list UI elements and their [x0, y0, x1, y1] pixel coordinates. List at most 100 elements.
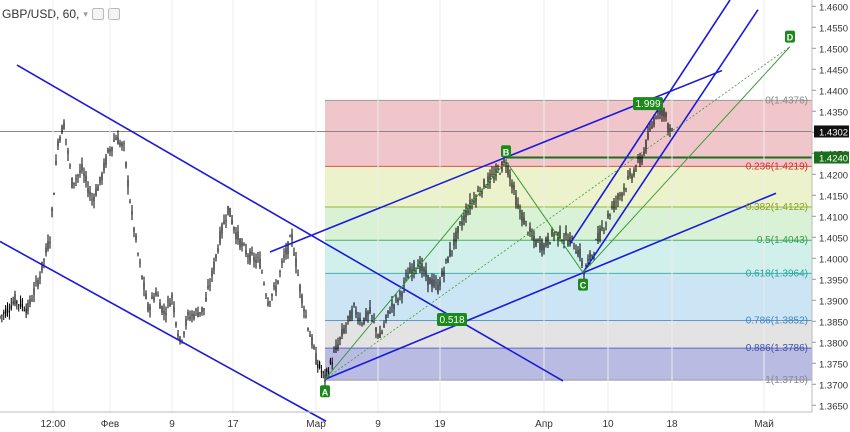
price-tick-label: 1.3800: [819, 338, 848, 349]
candle-body: [303, 308, 305, 312]
candle-body: [247, 255, 249, 258]
candle-body: [273, 285, 275, 287]
candle-body: [91, 199, 93, 201]
fib-zone-0.786: [325, 320, 812, 349]
candle-body: [567, 239, 569, 246]
candle-body: [173, 306, 175, 313]
fib-zone-0: [325, 100, 812, 167]
candle-body: [561, 240, 563, 243]
candle-body: [137, 253, 139, 255]
candle-body: [413, 261, 415, 272]
candle-body: [623, 187, 625, 190]
chevron-down-icon[interactable]: ▾: [83, 8, 88, 19]
candle-body: [671, 130, 673, 132]
candle-body: [421, 263, 423, 271]
candle-body: [171, 294, 173, 298]
candle-body: [411, 269, 413, 277]
candle-body: [23, 309, 25, 311]
fib-label-0.886: 0.886(1.3786): [746, 343, 808, 354]
time-label: 10: [602, 419, 614, 430]
candle-body: [597, 232, 599, 242]
candle-body: [47, 241, 49, 250]
candle-body: [635, 168, 637, 170]
candle-body: [103, 162, 105, 171]
settings-toggle-icon[interactable]: [91, 8, 104, 20]
candle-body: [549, 241, 551, 245]
candle-body: [517, 204, 519, 208]
candle-body: [465, 209, 467, 218]
candle-body: [53, 193, 55, 195]
candle-body: [467, 210, 469, 214]
candle-body: [531, 235, 533, 237]
candle-body: [385, 314, 387, 319]
candle-body: [547, 236, 549, 246]
candle-body: [18, 304, 20, 306]
candle-body: [497, 168, 499, 170]
candle-body: [227, 205, 229, 215]
candle-body: [487, 176, 489, 185]
candle-body: [297, 274, 299, 276]
candle-body: [41, 261, 43, 271]
price-tick-label: 1.4000: [819, 254, 848, 265]
candle-body: [107, 148, 109, 153]
symbol-title[interactable]: GBP/USD, 60,: [2, 7, 80, 21]
candle-body: [165, 312, 167, 315]
candle-body: [637, 158, 639, 159]
point-D-badge: [785, 30, 795, 43]
ratio-badge: [633, 97, 663, 111]
candle-body: [475, 195, 477, 202]
candle-body: [347, 315, 349, 319]
candle-body: [203, 308, 205, 310]
candle-body: [101, 173, 103, 180]
price-tag: [814, 151, 849, 164]
price-tick-label: 1.4450: [819, 65, 848, 76]
candle-body: [181, 340, 183, 342]
point-C-label: C: [580, 281, 587, 291]
candle-body: [159, 302, 161, 309]
candle-body: [463, 215, 465, 221]
candle-body: [33, 288, 35, 295]
candle-body: [429, 277, 431, 285]
candle-body: [395, 296, 397, 298]
candle-body: [63, 122, 65, 130]
ratio-badge: [437, 313, 467, 327]
price-tick-label: 1.4050: [819, 233, 848, 244]
price-tick-label: 1.3750: [819, 359, 848, 370]
candle-body: [507, 166, 509, 175]
price-tick-label: 1.4550: [819, 23, 848, 34]
candle-body: [629, 171, 631, 176]
candle-body: [19, 299, 22, 308]
candle-body: [381, 331, 383, 334]
candle-body: [43, 258, 45, 261]
time-label: 19: [434, 419, 446, 430]
candle-body: [161, 306, 163, 313]
price-tick-label: 1.4400: [819, 86, 848, 97]
candle-body: [453, 238, 455, 246]
candle-body: [109, 149, 111, 153]
price-tag-label: 1.4302: [819, 127, 848, 138]
candle-body: [647, 132, 649, 140]
candle-body: [322, 371, 324, 373]
candle-body: [281, 260, 283, 263]
candle-body: [445, 259, 447, 261]
price-tick-label: 1.4350: [819, 107, 848, 118]
candle-body: [169, 302, 171, 307]
candle-body: [603, 230, 605, 231]
indicator-toggle-icon[interactable]: [107, 8, 120, 20]
candle-body: [483, 179, 485, 188]
candle-body: [399, 291, 401, 295]
price-tick-label: 1.4600: [819, 2, 848, 13]
candle-body: [481, 189, 483, 194]
fib-label-0.786: 0.786(1.3852): [746, 315, 808, 326]
candle-body: [551, 229, 553, 236]
point-A-badge: [320, 385, 330, 398]
candle-body: [627, 175, 629, 179]
candle-body: [541, 240, 543, 251]
candle-body: [563, 240, 565, 242]
desc-channel-upper: [16, 64, 564, 382]
candle-body: [6, 306, 9, 314]
candle-body: [183, 331, 185, 335]
candle-body: [93, 196, 95, 201]
